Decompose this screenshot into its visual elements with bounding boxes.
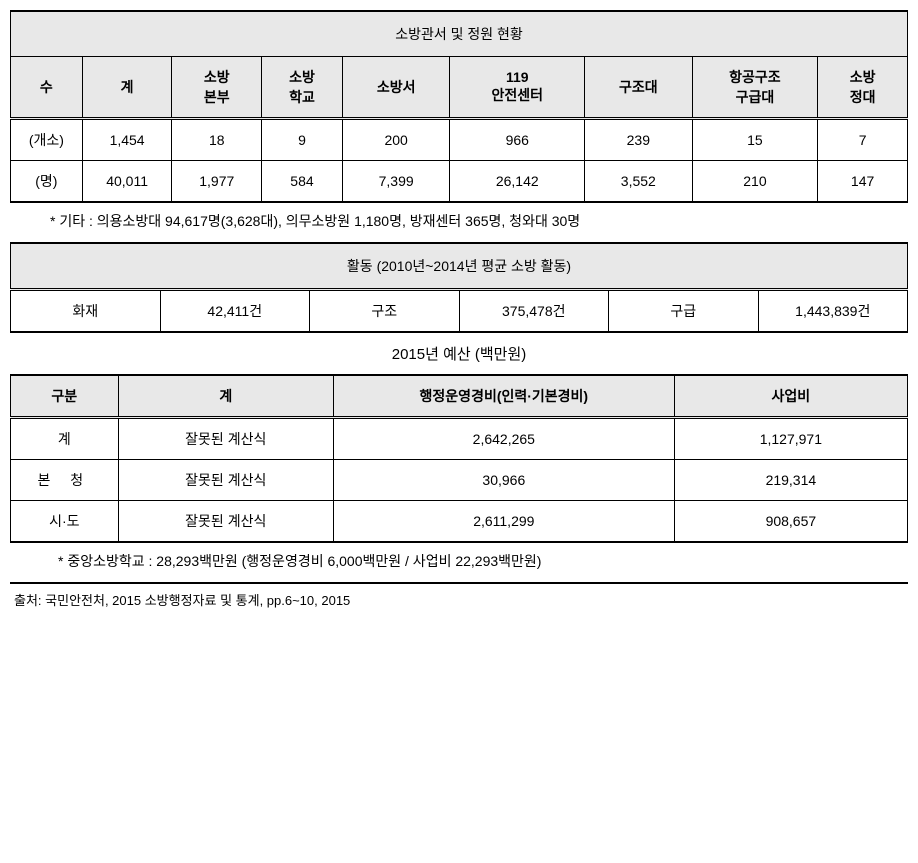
table1-title: 소방관서 및 정원 현황 <box>11 11 908 57</box>
table1-note: * 기타 : 의용소방대 94,617명(3,628대), 의무소방원 1,18… <box>10 203 908 242</box>
t3-r1-c3: 219,314 <box>674 460 907 501</box>
table3-note: * 중앙소방학교 : 28,293백만원 (행정운영경비 6,000백만원 / … <box>10 543 908 582</box>
t3-h0: 구분 <box>11 375 119 418</box>
t1-r2-6: 210 <box>692 161 818 203</box>
t1-r1-0: 1,454 <box>82 119 172 161</box>
t3-r1-c1: 잘못된 계산식 <box>118 460 333 501</box>
fire-agency-table: 소방관서 및 정원 현황 수 계 소방 본부 소방 학교 소방서 119 안전센… <box>10 10 908 203</box>
t1-r1-3: 200 <box>342 119 450 161</box>
t3-r2-c1: 잘못된 계산식 <box>118 501 333 543</box>
t1-r1-1: 18 <box>172 119 262 161</box>
t3-h3: 사업비 <box>674 375 907 418</box>
t1-h0: 수 <box>11 57 83 119</box>
t1-h6: 구조대 <box>585 57 693 119</box>
t1-h8: 소방 정대 <box>818 57 908 119</box>
t1-r1-4: 966 <box>450 119 585 161</box>
t3-r0-c3: 1,127,971 <box>674 418 907 460</box>
t2-c0: 화재 <box>11 290 161 333</box>
t1-r2-label: (명) <box>11 161 83 203</box>
t1-h5: 119 안전센터 <box>450 57 585 119</box>
t3-r2-c0: 시·도 <box>11 501 119 543</box>
t1-r2-5: 3,552 <box>585 161 693 203</box>
t1-r1-6: 15 <box>692 119 818 161</box>
t3-r0-c0: 계 <box>11 418 119 460</box>
t1-r1-5: 239 <box>585 119 693 161</box>
t3-h2: 행정운영경비(인력·기본경비) <box>333 375 674 418</box>
t1-r1-label: (개소) <box>11 119 83 161</box>
table3-caption: 2015년 예산 (백만원) <box>10 333 908 374</box>
t1-h1: 계 <box>82 57 172 119</box>
t3-r1-c2: 30,966 <box>333 460 674 501</box>
table2-title: 활동 (2010년~2014년 평균 소방 활동) <box>11 243 908 290</box>
t3-h1: 계 <box>118 375 333 418</box>
t1-h2: 소방 본부 <box>172 57 262 119</box>
activity-table: 활동 (2010년~2014년 평균 소방 활동) 화재 42,411건 구조 … <box>10 242 908 333</box>
t2-c2: 구조 <box>310 290 460 333</box>
t3-r0-c1: 잘못된 계산식 <box>118 418 333 460</box>
t3-r2-c2: 2,611,299 <box>333 501 674 543</box>
t3-r1-c0: 본 청 <box>11 460 119 501</box>
t2-c3: 375,478건 <box>459 290 609 333</box>
t1-h3: 소방 학교 <box>262 57 343 119</box>
t1-r2-7: 147 <box>818 161 908 203</box>
t1-r1-2: 9 <box>262 119 343 161</box>
t1-h7: 항공구조 구급대 <box>692 57 818 119</box>
t1-r2-2: 584 <box>262 161 343 203</box>
t1-r2-4: 26,142 <box>450 161 585 203</box>
t1-r2-1: 1,977 <box>172 161 262 203</box>
t1-r1-7: 7 <box>818 119 908 161</box>
t3-r0-c2: 2,642,265 <box>333 418 674 460</box>
t2-c4: 구급 <box>609 290 759 333</box>
t2-c5: 1,443,839건 <box>758 290 908 333</box>
t3-r2-c3: 908,657 <box>674 501 907 543</box>
t1-r2-3: 7,399 <box>342 161 450 203</box>
t2-c1: 42,411건 <box>160 290 310 333</box>
source-line: 출처: 국민안전처, 2015 소방행정자료 및 통계, pp.6~10, 20… <box>10 582 908 615</box>
t1-r2-0: 40,011 <box>82 161 172 203</box>
budget-table: 구분 계 행정운영경비(인력·기본경비) 사업비 계 잘못된 계산식 2,642… <box>10 374 908 543</box>
t1-h4: 소방서 <box>342 57 450 119</box>
